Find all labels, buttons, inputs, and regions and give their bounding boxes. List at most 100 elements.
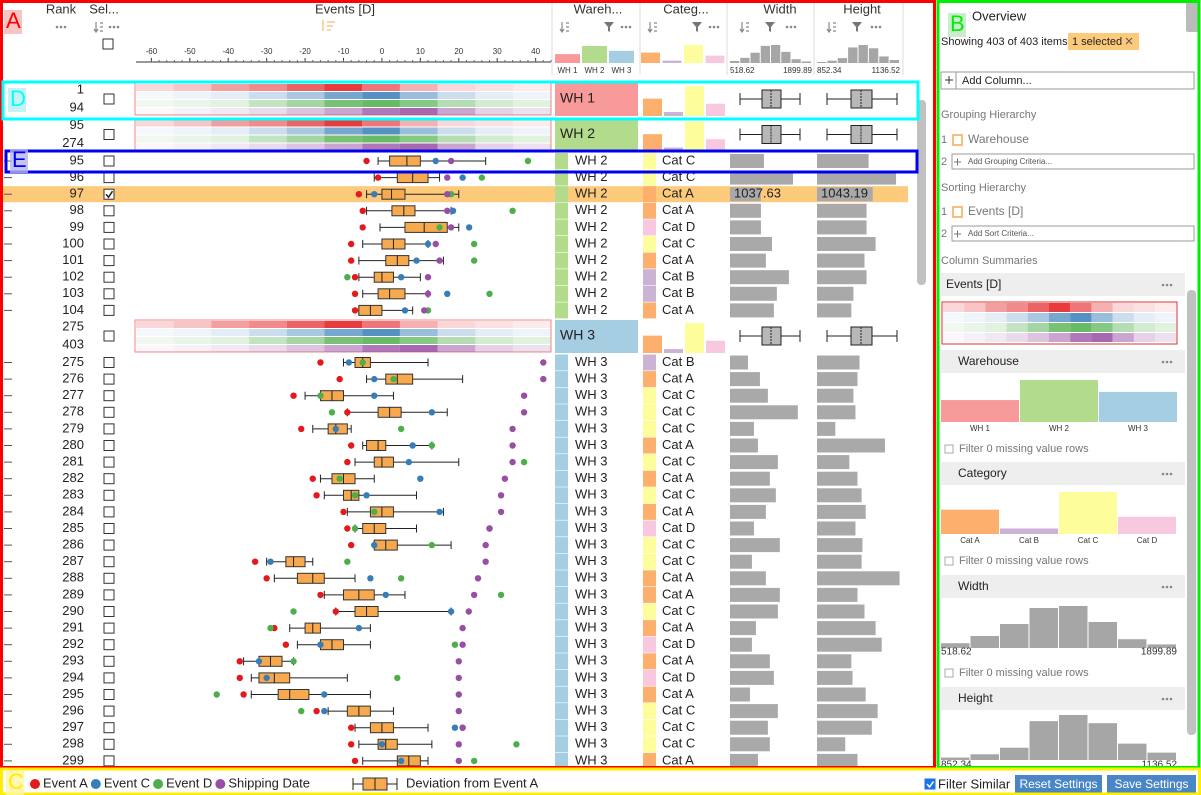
row-checkbox[interactable] bbox=[103, 556, 115, 568]
row-checkbox[interactable] bbox=[103, 155, 115, 167]
row-checkbox[interactable] bbox=[103, 373, 115, 385]
menu-icon[interactable] bbox=[1161, 283, 1165, 287]
column-title[interactable]: Rank bbox=[46, 1, 77, 16]
menu-icon[interactable] bbox=[1161, 697, 1165, 701]
menu-icon[interactable] bbox=[1161, 472, 1165, 476]
menu-icon[interactable] bbox=[1169, 472, 1173, 476]
hierarchy-item[interactable]: Warehouse bbox=[968, 132, 1029, 146]
menu-icon[interactable] bbox=[870, 25, 874, 29]
row-checkbox[interactable] bbox=[103, 172, 115, 184]
row-checkbox[interactable] bbox=[103, 738, 115, 750]
row-checkbox[interactable] bbox=[103, 390, 115, 402]
row-checkbox[interactable] bbox=[103, 523, 115, 534]
menu-icon[interactable] bbox=[59, 25, 63, 29]
menu-icon[interactable] bbox=[1169, 360, 1173, 364]
menu-icon[interactable] bbox=[624, 25, 628, 29]
row-checkbox[interactable] bbox=[103, 722, 115, 734]
menu-icon[interactable] bbox=[716, 25, 720, 29]
filter-checkbox[interactable] bbox=[944, 668, 954, 678]
column-title[interactable]: Sel... bbox=[89, 1, 119, 16]
row-checkbox[interactable] bbox=[103, 755, 115, 767]
row-checkbox[interactable] bbox=[103, 288, 115, 300]
row-checkbox[interactable] bbox=[103, 456, 115, 468]
row-checkbox[interactable] bbox=[103, 622, 115, 634]
category-summary-bar[interactable] bbox=[941, 509, 999, 534]
row-checkbox[interactable] bbox=[103, 506, 115, 518]
menu-icon[interactable] bbox=[112, 25, 116, 29]
sort-icon[interactable] bbox=[739, 22, 749, 34]
row-checkbox[interactable] bbox=[103, 572, 115, 584]
filter-icon[interactable] bbox=[604, 22, 614, 32]
row-checkbox[interactable] bbox=[103, 188, 115, 200]
filter-checkbox[interactable] bbox=[944, 556, 954, 566]
category-summary-bar[interactable] bbox=[1118, 516, 1176, 534]
add-criteria[interactable]: Add Sort Criteria... bbox=[968, 229, 1034, 238]
row-checkbox[interactable] bbox=[103, 489, 115, 501]
menu-icon[interactable] bbox=[1169, 283, 1173, 287]
sort-icon[interactable] bbox=[647, 22, 657, 34]
group-checkbox[interactable] bbox=[103, 93, 115, 105]
hierarchy-item[interactable]: Events [D] bbox=[968, 204, 1023, 218]
category-summary-bar[interactable] bbox=[1059, 492, 1117, 534]
menu-icon[interactable] bbox=[116, 25, 120, 29]
menu-icon[interactable] bbox=[63, 25, 67, 29]
menu-icon[interactable] bbox=[793, 25, 797, 29]
row-checkbox[interactable] bbox=[103, 238, 115, 250]
warehouse-summary-bar[interactable] bbox=[941, 400, 1019, 422]
menu-icon[interactable] bbox=[1165, 283, 1169, 287]
menu-icon[interactable] bbox=[108, 25, 112, 29]
menu-icon[interactable] bbox=[785, 25, 789, 29]
warehouse-summary-bar[interactable] bbox=[1099, 391, 1177, 422]
column-title[interactable]: Wareh... bbox=[574, 1, 623, 16]
panel-scrollbar[interactable] bbox=[1187, 290, 1196, 735]
add-criteria-box[interactable] bbox=[951, 153, 1195, 170]
row-checkbox[interactable] bbox=[103, 539, 115, 551]
add-criteria-box[interactable] bbox=[951, 225, 1195, 242]
warehouse-summary-bar[interactable] bbox=[1020, 380, 1098, 422]
column-title[interactable]: Height bbox=[843, 1, 881, 16]
menu-icon[interactable] bbox=[1161, 585, 1165, 589]
column-title[interactable]: Events [D] bbox=[315, 1, 375, 16]
collapse-tab[interactable] bbox=[1186, 2, 1198, 32]
row-checkbox[interactable] bbox=[103, 639, 115, 651]
scrollbar[interactable] bbox=[917, 100, 926, 285]
group-checkbox[interactable] bbox=[103, 129, 115, 140]
filter-icon[interactable] bbox=[765, 22, 775, 32]
menu-icon[interactable] bbox=[874, 25, 878, 29]
selection-tag[interactable] bbox=[1068, 33, 1139, 50]
column-title[interactable]: Width bbox=[763, 1, 796, 16]
sort-icon[interactable] bbox=[826, 22, 836, 34]
group-checkbox[interactable] bbox=[103, 330, 115, 342]
button[interactable] bbox=[1015, 775, 1102, 793]
menu-icon[interactable] bbox=[628, 25, 632, 29]
menu-icon[interactable] bbox=[1169, 697, 1173, 701]
button[interactable] bbox=[1107, 775, 1196, 793]
row-checkbox[interactable] bbox=[103, 271, 115, 283]
row-checkbox[interactable] bbox=[103, 440, 115, 451]
menu-icon[interactable] bbox=[1161, 360, 1165, 364]
menu-icon[interactable] bbox=[1165, 585, 1169, 589]
menu-icon[interactable] bbox=[708, 25, 712, 29]
row-checkbox[interactable] bbox=[103, 221, 115, 233]
menu-icon[interactable] bbox=[620, 25, 624, 29]
select-all-checkbox[interactable] bbox=[102, 38, 114, 50]
row-checkbox[interactable] bbox=[103, 423, 115, 435]
add-criteria[interactable]: Add Grouping Criteria... bbox=[968, 157, 1052, 166]
add-column-box[interactable] bbox=[940, 71, 1195, 90]
menu-icon[interactable] bbox=[1165, 360, 1169, 364]
filter-checkbox[interactable] bbox=[944, 444, 954, 454]
row-checkbox[interactable] bbox=[103, 304, 115, 316]
sort-icon[interactable] bbox=[93, 22, 103, 34]
add-column[interactable]: Add Column... bbox=[962, 75, 1032, 87]
menu-icon[interactable] bbox=[55, 25, 59, 29]
sort-icon[interactable] bbox=[559, 22, 569, 34]
filter-icon[interactable] bbox=[852, 22, 862, 32]
menu-icon[interactable] bbox=[878, 25, 882, 29]
row-checkbox[interactable] bbox=[103, 406, 115, 418]
row-checkbox[interactable] bbox=[103, 689, 115, 700]
row-checkbox[interactable] bbox=[103, 473, 115, 485]
menu-icon[interactable] bbox=[1165, 472, 1169, 476]
category-summary-bar[interactable] bbox=[1000, 528, 1058, 534]
column-title[interactable]: Categ... bbox=[663, 1, 709, 16]
filter-icon[interactable] bbox=[692, 22, 702, 32]
